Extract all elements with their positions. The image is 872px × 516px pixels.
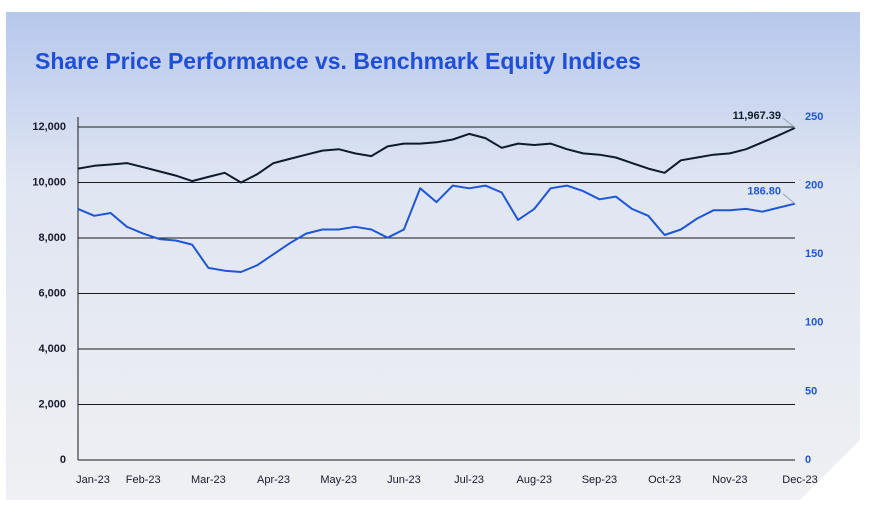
label-leader: [782, 193, 796, 205]
y-tick-label: 12,000: [32, 121, 66, 133]
x-tick-label: Apr-23: [257, 474, 290, 486]
x-tick-label: Sep-23: [582, 474, 617, 486]
x-tick-label: Feb-23: [126, 474, 161, 486]
series-line: [77, 126, 796, 184]
x-tick-label: May-23: [320, 474, 357, 486]
y2-tick-label: 100: [805, 317, 823, 329]
y-tick-label: 2,000: [38, 398, 66, 410]
x-tick-label: Nov-23: [712, 474, 747, 486]
y2-tick-label: 0: [805, 454, 811, 466]
x-tick-label: Jan-23: [76, 474, 110, 486]
y-tick-label: 10,000: [32, 176, 66, 188]
y2-tick-label: 50: [805, 385, 817, 397]
data-label: 11,967.39: [733, 110, 781, 122]
chart-title: Share Price Performance vs. Benchmark Eq…: [35, 48, 641, 74]
y-tick-label: 0: [60, 454, 66, 466]
x-tick-label: Jul-23: [454, 474, 484, 486]
x-tick-label: Oct-23: [648, 474, 681, 486]
y-tick-label: 8,000: [38, 232, 66, 244]
y-tick-label: 6,000: [38, 287, 66, 299]
panel: [6, 12, 860, 500]
data-label: 186.80: [747, 186, 781, 198]
x-tick-label: Jun-23: [387, 474, 421, 486]
x-tick-label: Dec-23: [782, 474, 817, 486]
y2-tick-label: 200: [805, 180, 823, 192]
y2-tick-label: 250: [805, 111, 823, 123]
series-line: [77, 184, 796, 273]
label-leader: [782, 117, 796, 129]
x-tick-label: Aug-23: [517, 474, 552, 486]
y2-tick-label: 150: [805, 248, 823, 260]
x-tick-label: Mar-23: [191, 474, 226, 486]
y-tick-label: 4,000: [38, 343, 66, 355]
